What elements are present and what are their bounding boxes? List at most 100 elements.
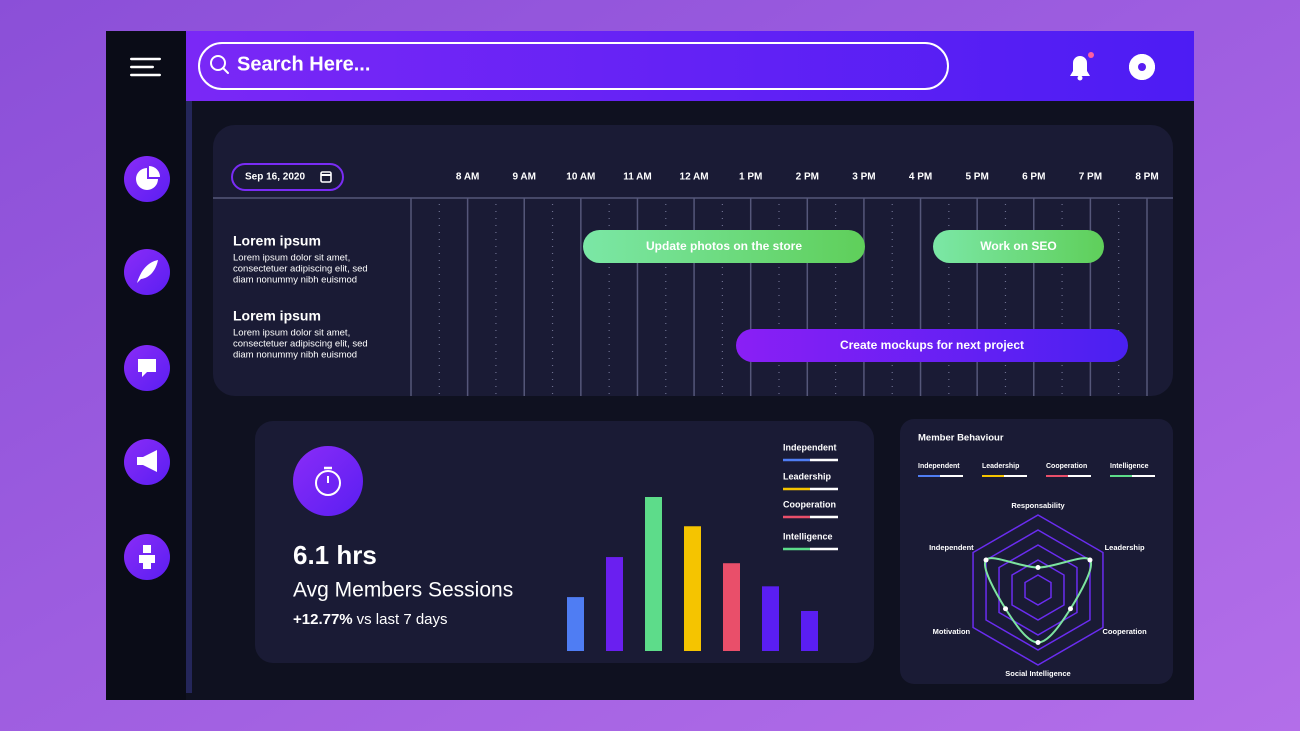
search-box[interactable]: Search Here...: [198, 42, 949, 90]
bar: [723, 563, 740, 651]
search-field: [198, 42, 949, 90]
radar-axis-label: Cooperation: [1103, 627, 1148, 636]
sessions-card-bg: [255, 421, 874, 663]
sidebar-icon[interactable]: [124, 156, 170, 202]
row-description: Lorem ipsum dolor sit amet,: [233, 328, 350, 339]
change-note: vs last 7 days: [357, 611, 448, 628]
time-label: 11 AM: [623, 172, 652, 183]
sessions-change: +12.77% vs last 7 days: [293, 611, 448, 628]
search-placeholder: Search Here...: [237, 53, 370, 75]
sidebar-icon[interactable]: [124, 345, 170, 391]
bell-icon: [1070, 56, 1090, 76]
radar-point: [1003, 606, 1009, 612]
legend-label: Independent: [918, 463, 960, 470]
date-picker[interactable]: Sep 16, 2020: [231, 163, 344, 191]
legend-label: Leadership: [982, 463, 1019, 470]
row-description: Lorem ipsum dolor sit amet,: [233, 253, 350, 264]
sessions-label: Avg Members Sessions: [293, 579, 513, 602]
radar-axis-label: Independent: [929, 543, 974, 552]
date-label: Sep 16, 2020: [245, 172, 305, 183]
task-label: Update photos on the store: [646, 239, 802, 253]
sidebar-icon-glyph: [138, 359, 156, 377]
sidebar-icon[interactable]: [124, 534, 170, 580]
radar-chart: Responsability Leadership Cooperation Socia…: [929, 501, 1147, 678]
time-label: 10 AM: [566, 172, 595, 183]
bar: [684, 526, 701, 651]
task[interactable]: Work on SEO: [933, 230, 1104, 263]
calendar-icon: [320, 171, 332, 183]
radar-point: [1035, 640, 1041, 645]
task[interactable]: Create mockups for next project: [736, 329, 1128, 362]
time-label: 8 AM: [456, 172, 480, 183]
row-description: consectetuer adipiscing elit, sed: [233, 264, 368, 275]
legend-label: Intelligence: [1110, 463, 1149, 470]
radar-axis-label: Motivation: [933, 627, 971, 636]
row-description: diam nonummy nibh euismod: [233, 350, 357, 361]
time-label: 4 PM: [909, 172, 932, 183]
task-bar: [583, 230, 865, 263]
search-icon: [210, 55, 226, 71]
sidebar-icon[interactable]: [124, 249, 170, 295]
radar-point: [1067, 606, 1073, 612]
sidebar-icon-glyph: [136, 166, 160, 190]
time-label: 8 PM: [1135, 172, 1158, 183]
sessions-value: 6.1 hrs: [293, 540, 377, 570]
date-pill: [231, 163, 344, 191]
time-label: 5 PM: [965, 172, 988, 183]
menu-line: [130, 73, 161, 77]
task-label: Work on SEO: [980, 239, 1056, 253]
legend-label: Leadership: [783, 471, 832, 481]
sidebar-icon[interactable]: [124, 439, 170, 485]
time-label: 7 PM: [1079, 172, 1102, 183]
change-value: +12.77%: [293, 611, 353, 628]
radar-point: [1035, 565, 1041, 570]
sidebar-icon-glyph: [137, 450, 157, 472]
sidebar-icon-glyph: [139, 545, 155, 569]
radar-axis-label: Leadership: [1105, 543, 1145, 552]
settings-button[interactable]: [1129, 54, 1155, 80]
timer-icon: [315, 470, 341, 496]
sidebar-icon-glyph: [137, 260, 158, 283]
sessions-card: 6.1 hrs Avg Members Sessions +12.77% vs las…: [255, 421, 874, 663]
bell-clapper: [1077, 75, 1083, 81]
row-description: consectetuer adipiscing elit, sed: [233, 339, 368, 350]
search-icon-handle: [222, 67, 229, 74]
menu-button[interactable]: [130, 57, 161, 77]
menu-line: [130, 57, 161, 61]
behaviour-card: Member Behaviour Independent Leadership Coo…: [900, 419, 1173, 684]
time-label: 1 PM: [739, 172, 762, 183]
legend-label: Intelligence: [783, 531, 833, 541]
bar: [606, 557, 623, 651]
behaviour-title: Member Behaviour: [918, 433, 1004, 444]
radar-point: [983, 557, 989, 563]
menu-line: [130, 65, 154, 69]
legend-label: Cooperation: [783, 499, 836, 509]
notification-dot: [1088, 52, 1094, 58]
time-label: 3 PM: [852, 172, 875, 183]
radar-ring: [972, 514, 1104, 666]
row-title: Lorem ipsum: [233, 233, 321, 249]
bar: [762, 586, 779, 651]
radar-ring: [1024, 574, 1052, 606]
radar-point: [1087, 557, 1093, 563]
radar-axis-label: Responsability: [1011, 501, 1065, 510]
task-bar: [736, 329, 1128, 362]
notification-button[interactable]: [1070, 52, 1094, 81]
time-label: 2 PM: [796, 172, 819, 183]
bar: [801, 610, 818, 651]
behaviour-card-bg: [900, 419, 1173, 684]
time-label: 12 AM: [680, 172, 709, 183]
row-title: Lorem ipsum: [233, 308, 321, 324]
legend-label: Independent: [783, 442, 837, 452]
row-description: diam nonummy nibh euismod: [233, 275, 357, 286]
time-label: 9 AM: [512, 172, 536, 183]
gear-hole: [1138, 63, 1146, 71]
radar-ring: [1011, 559, 1065, 621]
bar: [567, 597, 584, 651]
task[interactable]: Update photos on the store: [583, 230, 865, 263]
radar-ring: [998, 544, 1078, 636]
time-label: 6 PM: [1022, 172, 1045, 183]
task-bar: [933, 230, 1104, 263]
radar-axis-label: Social Intelligence: [1005, 669, 1070, 678]
